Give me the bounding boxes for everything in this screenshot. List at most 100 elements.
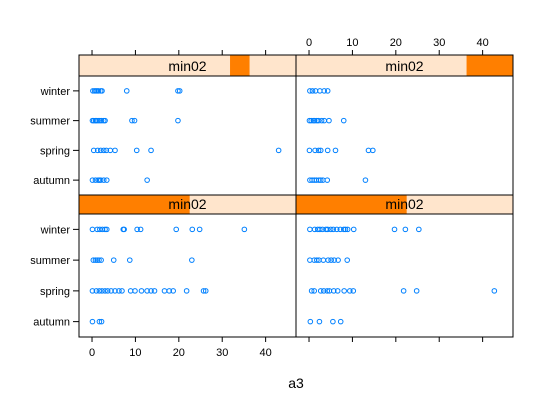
x-tick-label-top: 30 [433, 37, 445, 49]
panel-frame [78, 213, 297, 338]
data-point [314, 257, 320, 263]
data-point [89, 177, 96, 183]
data-point [316, 177, 322, 183]
data-point [318, 117, 325, 124]
data-point [95, 117, 101, 124]
data-point [144, 177, 150, 183]
data-point [144, 288, 150, 294]
data-point [97, 117, 103, 124]
data-point [97, 226, 103, 233]
data-point [334, 288, 341, 294]
strip-level-indicator [79, 195, 190, 214]
data-point [131, 117, 138, 124]
data-point [317, 288, 324, 294]
data-point [161, 288, 168, 294]
data-point [307, 88, 313, 94]
data-point [93, 288, 100, 294]
data-point [330, 226, 337, 233]
data-point [104, 288, 111, 294]
data-point [126, 257, 133, 263]
data-point [148, 288, 154, 294]
data-point [92, 257, 99, 263]
strip-level-indicator [466, 55, 513, 76]
data-point [94, 226, 101, 233]
data-point [103, 226, 110, 233]
data-point [90, 147, 97, 154]
data-point [400, 288, 407, 294]
data-point [324, 147, 331, 154]
data-point [331, 257, 337, 263]
data-point [90, 257, 97, 263]
panel-3: min02 [78, 194, 297, 338]
data-point [324, 226, 331, 233]
data-point [110, 257, 117, 263]
data-point [275, 147, 282, 154]
data-point [350, 226, 357, 233]
data-point [317, 147, 324, 154]
data-point [138, 288, 145, 294]
data-point [98, 117, 105, 124]
data-point [328, 257, 334, 263]
x-tick-label-bottom: 40 [259, 347, 271, 359]
data-point [96, 318, 103, 325]
data-point [324, 288, 331, 294]
y-tick-label: winter [40, 224, 71, 236]
data-point [94, 257, 101, 263]
data-point [332, 147, 339, 154]
data-point [102, 117, 108, 124]
data-point [189, 257, 195, 263]
y-tick-label: spring [40, 145, 70, 157]
x-axis-title: a3 [288, 375, 304, 391]
data-point [112, 147, 118, 154]
data-point [311, 288, 318, 294]
data-point [103, 147, 110, 154]
data-point [148, 147, 154, 154]
data-point [133, 147, 140, 154]
data-point [102, 288, 108, 294]
data-point [319, 226, 326, 233]
data-point [116, 288, 122, 294]
data-point [137, 226, 144, 233]
data-point [327, 226, 334, 233]
data-point [344, 226, 351, 233]
data-point [413, 288, 420, 294]
x-tick-label-bottom: 0 [89, 347, 95, 359]
panel-frame [295, 213, 514, 338]
y-tick-label: summer [30, 116, 70, 128]
data-point [340, 226, 347, 233]
data-point [341, 288, 347, 294]
data-point [307, 318, 314, 325]
x-tick-label-bottom: 20 [173, 347, 185, 359]
data-point [337, 226, 344, 233]
data-point [151, 288, 158, 294]
data-point [347, 288, 353, 294]
data-point [330, 318, 336, 325]
data-point [196, 226, 203, 233]
data-point [170, 288, 176, 294]
data-point [311, 226, 318, 233]
y-tick-label: winter [40, 86, 71, 98]
data-point [173, 226, 180, 233]
data-point [129, 117, 135, 124]
data-point [96, 257, 102, 263]
panel-1: min02 [78, 54, 297, 196]
x-tick-label-bottom: 30 [216, 347, 228, 359]
data-point [89, 226, 96, 233]
strip-label: min02 [385, 196, 423, 212]
data-point [100, 147, 107, 154]
data-point [325, 257, 331, 263]
data-point [402, 226, 409, 233]
data-point [317, 177, 324, 183]
y-tick-label: spring [40, 286, 70, 298]
data-point [97, 147, 104, 154]
data-point [175, 88, 181, 94]
data-point [333, 226, 340, 233]
data-point [103, 177, 110, 183]
data-point [491, 288, 498, 294]
data-point [175, 117, 181, 124]
data-point [89, 318, 96, 325]
data-point [100, 177, 107, 183]
data-point [308, 117, 314, 124]
data-point [391, 226, 398, 233]
